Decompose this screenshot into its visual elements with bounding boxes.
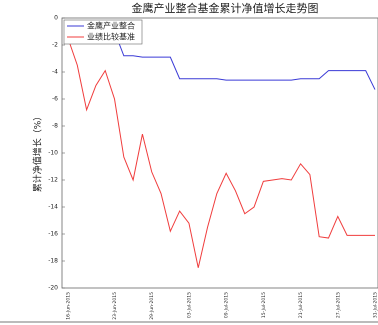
y-tick-label: -10 <box>48 150 58 157</box>
y-tick-label: -2 <box>52 42 58 49</box>
y-tick-label: 0 <box>54 15 58 22</box>
x-tick-label: 23-Jun-2015 <box>112 292 118 320</box>
y-tick-label: -18 <box>48 258 58 265</box>
y-tick-label: -20 <box>48 285 58 292</box>
legend-label: 金鹰产业整合 <box>87 21 135 31</box>
legend-label: 业绩比较基准 <box>87 32 135 42</box>
y-tick-label: -12 <box>48 177 58 184</box>
x-tick-label: 03-Jul-2015 <box>186 292 192 318</box>
y-tick-label: -8 <box>52 123 58 130</box>
y-tick-label: -6 <box>52 96 58 103</box>
y-tick-label: -14 <box>48 204 58 211</box>
x-tick-label: 15-Jul-2015 <box>261 292 267 318</box>
y-axis-label: 累计净值增长（%） <box>32 112 44 193</box>
legend-box <box>63 19 143 45</box>
y-tick-label: -4 <box>52 69 58 76</box>
series-line <box>67 38 375 268</box>
x-tick-label: 21-Jul-2015 <box>298 292 304 318</box>
x-tick-label: 16-Jun-2015 <box>66 292 72 320</box>
x-tick-label: 29-Jun-2015 <box>149 292 155 320</box>
x-tick-label: 09-Jul-2015 <box>224 292 230 318</box>
x-tick-label: 31-Jul-2015 <box>373 292 378 318</box>
chart-title: 金鹰产业整合基金累计净值增长走势图 <box>132 1 319 15</box>
plot-frame <box>61 17 378 289</box>
y-tick-label: -16 <box>48 231 58 238</box>
x-tick-label: 27-Jul-2015 <box>335 292 341 318</box>
